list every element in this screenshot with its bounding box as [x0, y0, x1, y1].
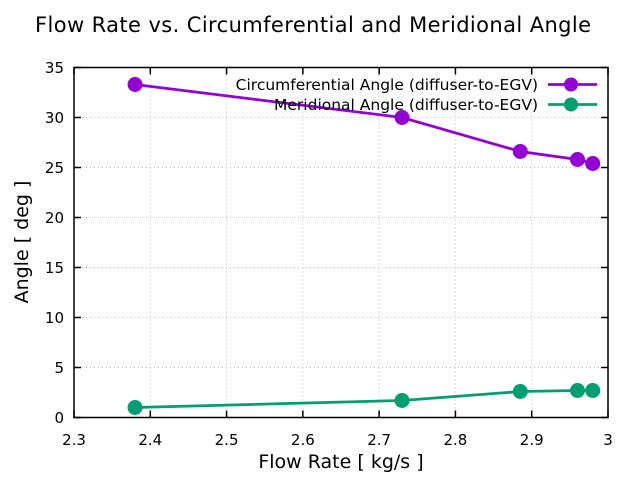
plot-border: [73, 66, 609, 419]
y-axis-label: Angle [ deg ]: [11, 180, 33, 304]
data-point: [127, 400, 143, 415]
data-point: [512, 144, 528, 159]
data-point: [512, 384, 528, 399]
x-tick-label: 2.9: [520, 431, 544, 449]
x-tick-label: 2.7: [367, 431, 391, 449]
y-tick-label: 35: [45, 59, 64, 77]
y-tick-label: 25: [45, 159, 64, 177]
data-point: [569, 152, 585, 167]
legend-sample-marker: [564, 77, 578, 92]
data-point: [394, 110, 410, 125]
y-tick-label: 15: [45, 259, 64, 277]
x-axis-label: Flow Rate [ kg/s ]: [258, 451, 424, 473]
legend-label: Meridional Angle (diffuser-to-EGV): [274, 96, 538, 114]
x-tick-label: 3: [603, 431, 613, 449]
y-tick-label: 0: [54, 409, 64, 427]
x-tick-label: 2.6: [291, 431, 315, 449]
y-tick-label: 10: [45, 309, 64, 327]
data-point: [585, 156, 601, 171]
y-tick-label: 30: [45, 109, 64, 127]
data-point: [585, 383, 601, 398]
x-tick-label: 2.8: [443, 431, 467, 449]
legend-sample-marker: [564, 97, 578, 112]
y-tick-label: 5: [54, 359, 64, 377]
legend-label: Circumferential Angle (diffuser-to-EGV): [236, 76, 538, 94]
data-point: [569, 383, 585, 398]
x-tick-label: 2.3: [62, 431, 86, 449]
x-tick-label: 2.5: [215, 431, 239, 449]
data-point: [394, 393, 410, 408]
y-tick-label: 20: [45, 209, 64, 227]
x-tick-label: 2.4: [138, 431, 162, 449]
chart-title: Flow Rate vs. Circumferential and Meridi…: [35, 13, 592, 37]
data-point: [127, 77, 143, 92]
